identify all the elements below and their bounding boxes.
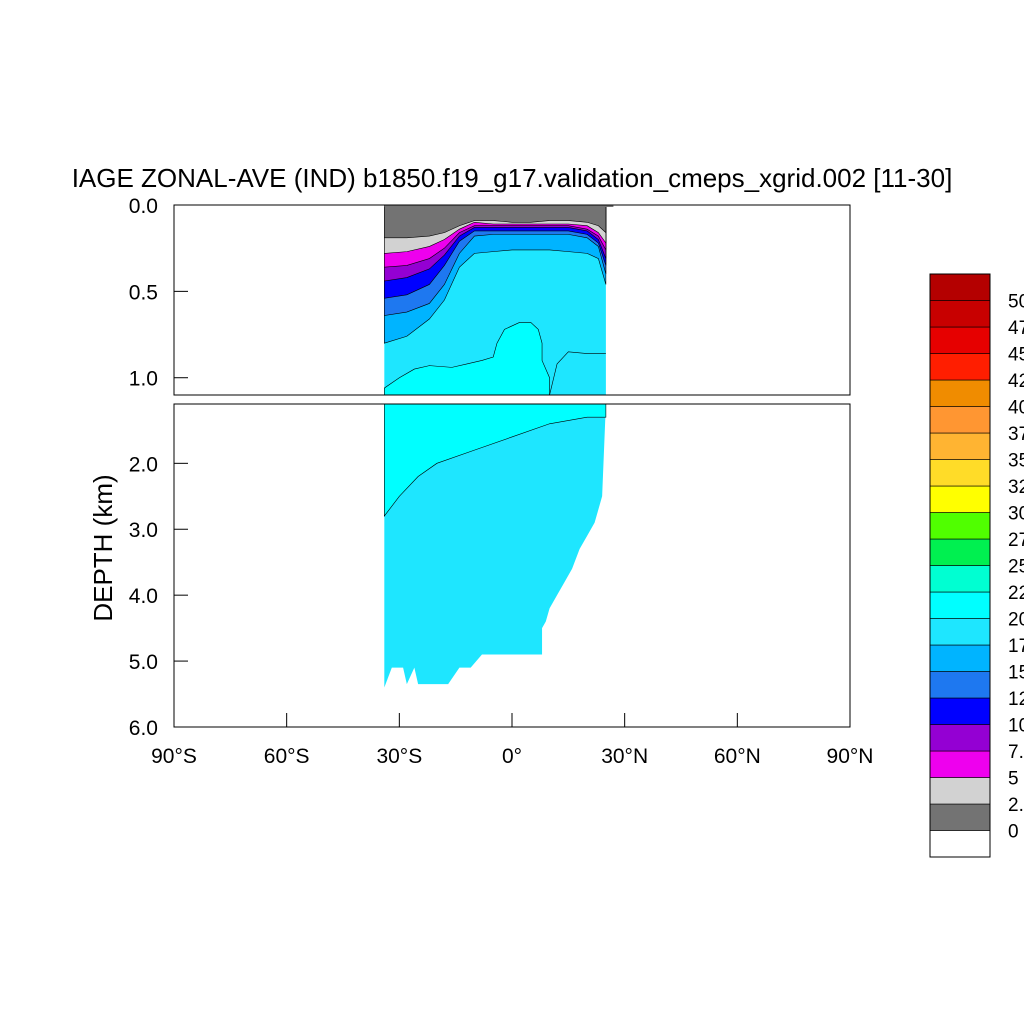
y-tick-label-top-2: 1.0 [129, 368, 158, 391]
colorbar-swatch-7 [929, 644, 991, 672]
colorbar-label-9: 22 [1008, 583, 1024, 604]
colorbar-label-16: 40 [1008, 398, 1024, 419]
x-axis-ticks: 90°S 60°S 30°S 0° 30°N 60°N 90°N [151, 713, 873, 768]
y-axis-ticks: 0.0 0.5 1.0 2.0 3.0 4.0 5.0 6.0 [129, 195, 188, 740]
colorbar-label-12: 30 [1008, 504, 1024, 525]
colorbar-swatch-15 [929, 432, 991, 460]
colorbar-swatch-21 [929, 273, 991, 301]
band-20-top [384, 322, 550, 396]
colorbar-swatch-19 [929, 326, 991, 354]
surface-strip [384, 205, 614, 207]
colorbar-swatch-17 [929, 379, 991, 407]
y-tick-label-top-1: 0.5 [129, 281, 158, 304]
y-tick-label-bottom-2: 4.0 [129, 585, 158, 608]
colorbar-swatch-2 [929, 777, 991, 805]
y-tick-label-bottom-0: 2.0 [129, 453, 158, 476]
y-axis-label: DEPTH (km) [88, 474, 118, 621]
bottom-panel-contours [384, 403, 607, 688]
colorbar-label-19: 47 [1008, 318, 1024, 339]
colorbar-swatch-4 [929, 724, 991, 752]
colorbar-swatch-18 [929, 353, 991, 381]
colorbar-swatch-16 [929, 406, 991, 434]
colorbar-swatch-11 [929, 538, 991, 566]
colorbar-swatch-9 [929, 591, 991, 619]
y-tick-label-top-0: 0.0 [129, 195, 158, 218]
colorbar-label-20: 50 [1008, 292, 1024, 313]
x-tick-label-0: 90°S [151, 745, 197, 768]
colorbar-swatch-10 [929, 565, 991, 593]
x-tick-label-3: 0° [502, 745, 522, 768]
colorbar-label-13: 32 [1008, 477, 1024, 498]
colorbar-label-3: 7. [1008, 742, 1024, 763]
colorbar-label-7: 17 [1008, 636, 1024, 657]
y-tick-label-bottom-3: 5.0 [129, 651, 158, 674]
y-tick-label-bottom-1: 3.0 [129, 519, 158, 542]
colorbar-label-2: 5 [1008, 769, 1019, 790]
colorbar-swatch-0 [929, 830, 991, 858]
colorbar-label-11: 27 [1008, 530, 1024, 551]
colorbar-label-14: 35 [1008, 451, 1024, 472]
band-17-bottom [384, 404, 606, 688]
colorbar-swatch-3 [929, 750, 991, 778]
colorbar-swatch-1 [929, 803, 991, 831]
chart-title: IAGE ZONAL-AVE (IND) b1850.f19_g17.valid… [72, 163, 953, 193]
colorbar-swatch-6 [929, 671, 991, 699]
colorbar-swatch-20 [929, 300, 991, 328]
colorbar-label-4: 10 [1008, 716, 1024, 737]
colorbar-label-10: 25 [1008, 557, 1024, 578]
colorbar-frame [929, 273, 991, 858]
colorbar-label-1: 2. [1008, 795, 1024, 816]
x-tick-label-1: 60°S [264, 745, 310, 768]
colorbar-label-18: 45 [1008, 345, 1024, 366]
x-tick-label-5: 60°N [714, 745, 761, 768]
colorbar-swatch-12 [929, 512, 991, 540]
x-tick-label-6: 90°N [827, 745, 874, 768]
contour-line-top [549, 351, 606, 396]
colorbar-swatch-13 [929, 485, 991, 513]
colorbar-label-17: 42 [1008, 371, 1024, 392]
colorbar-swatch-8 [929, 618, 991, 646]
x-tick-label-2: 30°S [376, 745, 422, 768]
band-0-top [384, 204, 607, 239]
band-20-bottom [384, 403, 607, 517]
x-tick-label-4: 30°N [601, 745, 648, 768]
colorbar-label-5: 12 [1008, 689, 1024, 710]
colorbar-label-8: 20 [1008, 610, 1024, 631]
colorbar-swatch-14 [929, 459, 991, 487]
colorbar-label-15: 37 [1008, 424, 1024, 445]
top-panel-contours [384, 204, 614, 396]
colorbar-swatch-5 [929, 697, 991, 725]
top-panel-frame [173, 204, 851, 396]
colorbar-label-6: 15 [1008, 663, 1024, 684]
y-tick-label-bottom-4: 6.0 [129, 717, 158, 740]
colorbar-label-0: 0 [1008, 822, 1019, 843]
colorbar: 0 2. 5 7. 10 12 15 17 20 22 25 27 30 32 35 37 40 42 45 47 50 [929, 273, 1024, 858]
